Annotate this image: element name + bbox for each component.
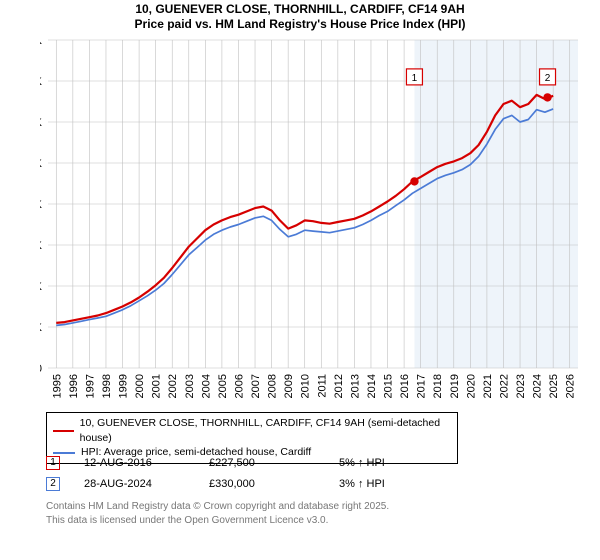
line-chart: £0 £50K £100K £150K £200K £250K £300K £350K £400…: [40, 38, 580, 408]
svg-text:£0: £0: [40, 363, 42, 375]
chart-container: 10, GUENEVER CLOSE, THORNHILL, CARDIFF, …: [0, 0, 600, 560]
svg-text:2009: 2009: [283, 374, 295, 398]
svg-text:£250K: £250K: [40, 158, 43, 170]
svg-text:2016: 2016: [399, 374, 411, 398]
row-price: £227,500: [209, 457, 339, 469]
row-pct: 5% ↑ HPI: [339, 457, 439, 469]
svg-text:2012: 2012: [333, 374, 345, 398]
row-pct: 3% ↑ HPI: [339, 478, 439, 490]
svg-text:1997: 1997: [84, 374, 96, 398]
svg-text:2020: 2020: [465, 374, 477, 398]
svg-text:2021: 2021: [482, 374, 494, 398]
transactions-table: 1 12-AUG-2016£227,5005% ↑ HPI 2 28-AUG-2024…: [46, 452, 439, 494]
svg-text:2025: 2025: [548, 374, 560, 398]
svg-text:£100K: £100K: [40, 281, 43, 293]
svg-text:2024: 2024: [532, 374, 544, 398]
svg-text:1996: 1996: [68, 374, 80, 398]
svg-text:2001: 2001: [151, 374, 163, 398]
svg-text:£150K: £150K: [40, 240, 43, 252]
svg-text:2007: 2007: [250, 374, 262, 398]
legend-row: 10, GUENEVER CLOSE, THORNHILL, CARDIFF, …: [53, 416, 451, 445]
svg-text:2000: 2000: [134, 374, 146, 398]
row-date: 12-AUG-2016: [84, 457, 209, 469]
chart-area: £0 £50K £100K £150K £200K £250K £300K £350K £400…: [40, 38, 580, 408]
svg-text:£50K: £50K: [40, 322, 43, 334]
svg-text:2003: 2003: [184, 374, 196, 398]
svg-text:£400K: £400K: [40, 38, 43, 47]
svg-text:2017: 2017: [416, 374, 428, 398]
title-line-2: Price paid vs. HM Land Registry's House …: [0, 17, 600, 32]
title-block: 10, GUENEVER CLOSE, THORNHILL, CARDIFF, …: [0, 0, 600, 32]
footer-line-2: This data is licensed under the Open Gov…: [46, 514, 594, 528]
svg-text:2018: 2018: [432, 374, 444, 398]
svg-text:1999: 1999: [118, 374, 130, 398]
svg-text:£350K: £350K: [40, 76, 43, 88]
row-price: £330,000: [209, 478, 339, 490]
svg-text:2014: 2014: [366, 374, 378, 398]
footer-line-1: Contains HM Land Registry data © Crown c…: [46, 500, 594, 514]
legend-swatch: [53, 430, 74, 432]
svg-text:2008: 2008: [267, 374, 279, 398]
svg-text:1: 1: [412, 73, 418, 84]
svg-text:2010: 2010: [300, 374, 312, 398]
svg-text:2002: 2002: [167, 374, 179, 398]
svg-text:2022: 2022: [498, 374, 510, 398]
legend-label: 10, GUENEVER CLOSE, THORNHILL, CARDIFF, …: [80, 416, 451, 445]
table-row: 2 28-AUG-2024£330,0003% ↑ HPI: [46, 473, 439, 494]
svg-text:1995: 1995: [51, 374, 63, 398]
row-date: 28-AUG-2024: [84, 478, 209, 490]
svg-text:2006: 2006: [233, 374, 245, 398]
svg-text:2019: 2019: [449, 374, 461, 398]
svg-text:2004: 2004: [200, 374, 212, 398]
svg-text:1998: 1998: [101, 374, 113, 398]
title-line-1: 10, GUENEVER CLOSE, THORNHILL, CARDIFF, …: [0, 2, 600, 17]
svg-text:2015: 2015: [383, 374, 395, 398]
footer: Contains HM Land Registry data © Crown c…: [46, 500, 594, 527]
svg-text:£200K: £200K: [40, 199, 43, 211]
svg-text:2026: 2026: [565, 374, 577, 398]
row-marker: 2: [46, 477, 60, 491]
svg-text:2011: 2011: [316, 374, 328, 398]
table-row: 1 12-AUG-2016£227,5005% ↑ HPI: [46, 452, 439, 473]
row-marker: 1: [46, 456, 60, 470]
svg-text:2013: 2013: [349, 374, 361, 398]
svg-text:2: 2: [545, 73, 551, 84]
svg-text:2005: 2005: [217, 374, 229, 398]
svg-text:2023: 2023: [515, 374, 527, 398]
svg-text:£300K: £300K: [40, 117, 43, 129]
